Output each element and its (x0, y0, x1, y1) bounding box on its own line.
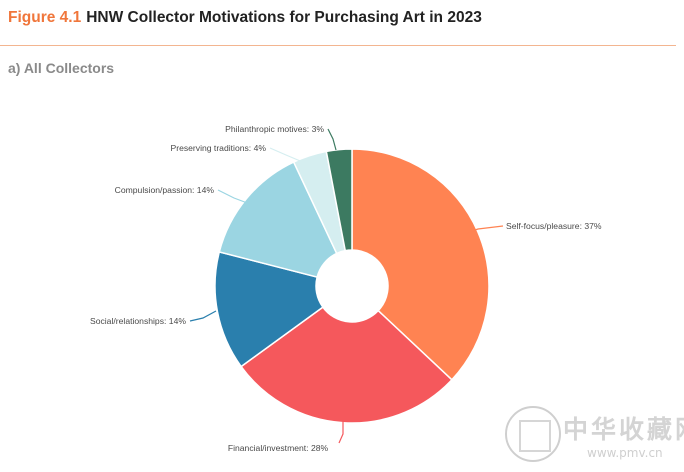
leader-line-compulsion-passion (217, 189, 251, 205)
leader-line-social-relationships (189, 310, 217, 322)
data-label-philanthropic-motives: Philanthropic motives: 3% (225, 124, 324, 134)
data-label-self-focus-pleasure: Self-focus/pleasure: 37% (506, 221, 602, 231)
watermark: 中华收藏网 www.pmv.cn (505, 406, 684, 466)
figure-title: Figure 4.1 HNW Collector Motivations for … (8, 9, 482, 27)
data-label-compulsion-passion: Compulsion/passion: 14% (115, 185, 215, 195)
data-label-social-relationships: Social/relationships: 14% (90, 316, 186, 326)
slice-social-relationships (214, 251, 324, 368)
chart-subtitle: a) All Collectors (8, 60, 115, 76)
slice-compulsion-passion (218, 161, 338, 278)
leader-line-philanthropic-motives (327, 128, 337, 151)
leader-line-financial-investment (338, 421, 344, 444)
leader-line-self-focus-pleasure (465, 225, 504, 234)
slice-financial-investment (240, 306, 453, 424)
watermark-url: www.pmv.cn (587, 446, 663, 460)
title-divider (0, 45, 676, 46)
data-label-financial-investment: Financial/investment: 28% (228, 443, 329, 453)
watermark-text: 中华收藏网 (563, 415, 684, 444)
figure-title-text: HNW Collector Motivations for Purchasing… (86, 9, 482, 26)
slice-philanthropic-motives (325, 148, 353, 252)
leader-line-preserving-traditions (269, 147, 306, 164)
watermark-seal-icon (505, 406, 561, 462)
data-label-preserving-traditions: Preserving traditions: 4% (170, 143, 266, 153)
slice-self-focus-pleasure (351, 148, 490, 381)
figure-number: Figure 4.1 (8, 9, 82, 26)
